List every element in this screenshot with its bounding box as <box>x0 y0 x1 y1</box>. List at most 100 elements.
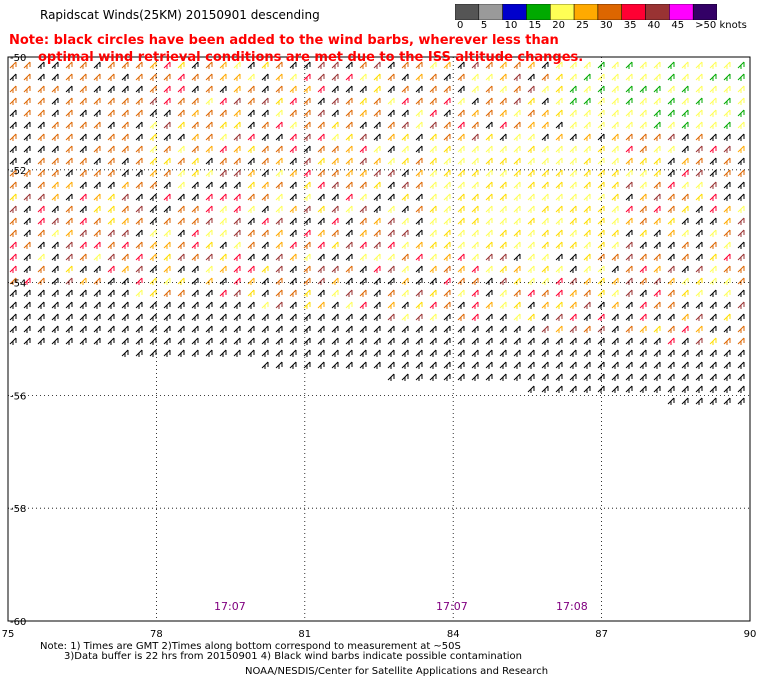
wind-barb <box>23 193 31 201</box>
wind-barb <box>331 73 339 81</box>
wind-barb <box>709 241 717 249</box>
wind-barb <box>709 73 717 81</box>
wind-barb <box>625 265 633 273</box>
wind-barb <box>93 253 101 261</box>
wind-barb <box>429 109 437 117</box>
wind-barb <box>23 133 31 141</box>
wind-barb <box>555 133 563 141</box>
wind-barb <box>23 337 31 345</box>
wind-barb <box>79 313 87 321</box>
wind-barb <box>723 313 731 321</box>
wind-barb <box>597 385 605 393</box>
wind-barb <box>233 133 241 141</box>
wind-barb <box>359 61 367 69</box>
wind-barb <box>401 109 409 117</box>
wind-barb <box>205 133 213 141</box>
wind-barb <box>107 217 115 225</box>
wind-barb <box>275 337 283 345</box>
wind-barb <box>233 253 241 261</box>
wind-barb <box>37 133 45 141</box>
wind-barb <box>373 289 381 297</box>
wind-barb <box>233 157 241 165</box>
wind-barb <box>149 241 157 249</box>
wind-barb <box>247 289 255 297</box>
wind-barb <box>345 85 353 93</box>
wind-barb <box>471 133 479 141</box>
wind-barb <box>289 325 297 333</box>
wind-barb <box>205 61 213 69</box>
wind-barb <box>555 313 563 321</box>
wind-barb <box>485 277 493 285</box>
wind-barb <box>555 373 563 381</box>
wind-barb <box>625 61 633 69</box>
wind-barb <box>51 337 59 345</box>
lat-label: -60 <box>10 617 26 628</box>
wind-barb <box>695 289 703 297</box>
wind-barb <box>219 229 227 237</box>
wind-barb <box>695 373 703 381</box>
wind-barb <box>303 325 311 333</box>
wind-barb <box>51 193 59 201</box>
wind-barb <box>79 133 87 141</box>
wind-barb <box>709 217 717 225</box>
wind-barb <box>639 373 647 381</box>
wind-barb <box>177 229 185 237</box>
wind-barb <box>37 265 45 273</box>
wind-barb <box>639 313 647 321</box>
time-label-3: 17:08 <box>556 600 588 613</box>
wind-barb <box>541 169 549 177</box>
wind-barb <box>163 277 171 285</box>
wind-barb <box>611 181 619 189</box>
wind-barb <box>387 157 395 165</box>
wind-barb <box>303 181 311 189</box>
wind-barb <box>275 361 283 369</box>
wind-barb <box>149 253 157 261</box>
wind-barb <box>261 181 269 189</box>
wind-barb <box>51 313 59 321</box>
wind-barb <box>331 217 339 225</box>
wind-barb <box>541 301 549 309</box>
wind-barb <box>37 205 45 213</box>
wind-barb <box>611 337 619 345</box>
wind-barb <box>331 325 339 333</box>
wind-barb <box>93 277 101 285</box>
wind-barb <box>415 241 423 249</box>
wind-barb <box>583 145 591 153</box>
wind-barb <box>331 349 339 357</box>
wind-barb <box>667 157 675 165</box>
wind-barb <box>625 229 633 237</box>
wind-barb <box>275 277 283 285</box>
wind-barb <box>667 193 675 201</box>
wind-barb <box>429 289 437 297</box>
wind-barb <box>331 157 339 165</box>
wind-barb <box>149 193 157 201</box>
wind-barb <box>485 133 493 141</box>
wind-barb <box>443 73 451 81</box>
wind-barb <box>37 217 45 225</box>
wind-barb <box>429 265 437 273</box>
wind-barb <box>233 301 241 309</box>
wind-barb <box>317 145 325 153</box>
wind-barb <box>541 229 549 237</box>
wind-barb <box>527 109 535 117</box>
wind-barb <box>723 301 731 309</box>
wind-barb <box>219 157 227 165</box>
wind-barb <box>541 121 549 129</box>
wind-barb <box>597 145 605 153</box>
wind-barb <box>135 349 143 357</box>
wind-barb <box>499 181 507 189</box>
wind-barb <box>23 313 31 321</box>
wind-barb <box>569 361 577 369</box>
wind-barb <box>51 265 59 273</box>
wind-barb <box>415 277 423 285</box>
wind-barb <box>681 217 689 225</box>
wind-barb <box>65 193 73 201</box>
wind-barb <box>625 73 633 81</box>
wind-barb <box>121 133 129 141</box>
wind-barb <box>107 97 115 105</box>
wind-barb <box>569 277 577 285</box>
wind-barb <box>219 61 227 69</box>
wind-barb <box>93 85 101 93</box>
wind-barb <box>611 277 619 285</box>
wind-barb <box>709 181 717 189</box>
